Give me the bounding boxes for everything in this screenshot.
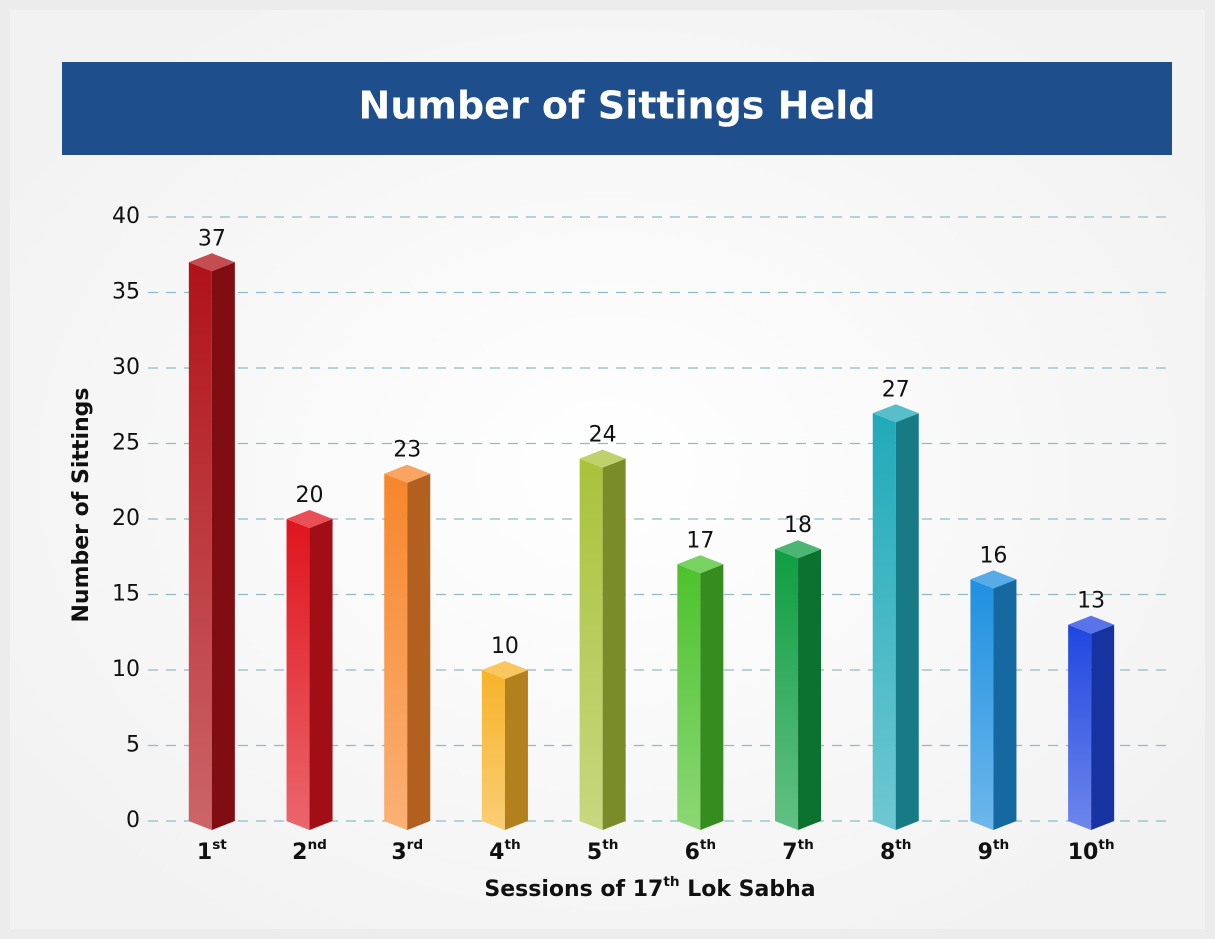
bar: [579, 449, 626, 830]
title-banner: [62, 62, 1172, 155]
y-tick-label: 15: [112, 582, 140, 607]
y-axis-label: Number of Sittings: [69, 388, 94, 623]
y-tick-label: 5: [126, 733, 140, 758]
y-tick-label: 20: [112, 506, 140, 531]
x-axis-label: Sessions of 17th Lok Sabha: [484, 874, 815, 902]
data-label: 17: [686, 528, 714, 553]
data-label: 24: [589, 423, 617, 448]
y-tick-label: 10: [112, 657, 140, 682]
bar: [1068, 615, 1115, 830]
y-tick-label: 40: [112, 204, 140, 229]
bar: [677, 555, 724, 830]
y-tick-label: 35: [112, 280, 140, 305]
data-label: 13: [1077, 589, 1105, 614]
bar: [384, 464, 431, 830]
data-label: 20: [296, 483, 324, 508]
data-label: 10: [491, 634, 519, 659]
data-label: 18: [784, 513, 812, 538]
y-tick-label: 25: [112, 431, 140, 456]
y-tick-label: 30: [112, 355, 140, 380]
bar: [872, 404, 919, 830]
bar: [286, 510, 333, 830]
data-label: 23: [393, 438, 421, 463]
data-label: 27: [882, 377, 910, 402]
bar: [775, 540, 822, 830]
data-label: 16: [979, 543, 1007, 568]
bar: [970, 570, 1017, 830]
y-tick-label: 0: [126, 808, 140, 833]
data-label: 37: [198, 226, 226, 251]
bar: [188, 253, 235, 830]
chart-title: Number of Sittings Held: [359, 84, 876, 128]
bar: [481, 661, 528, 830]
